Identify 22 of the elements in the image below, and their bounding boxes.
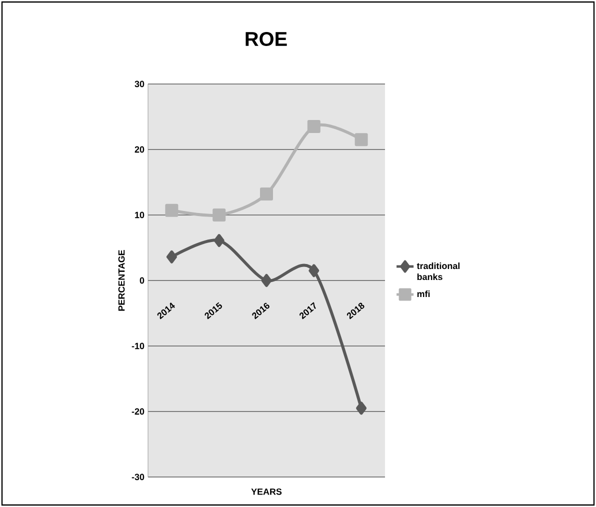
y-tick-label: -10 xyxy=(132,342,144,350)
y-tick-label: -30 xyxy=(132,474,144,480)
y-tick-label: 30 xyxy=(134,80,144,88)
x-axis-title: YEARS xyxy=(251,488,282,495)
point xyxy=(261,274,272,287)
y-tick-label: 20 xyxy=(134,146,144,153)
point xyxy=(354,133,368,146)
point xyxy=(166,250,177,264)
point xyxy=(165,204,178,217)
legend-label: traditional banks xyxy=(416,262,460,280)
y-axis-title: PERCENTAGE xyxy=(118,250,125,311)
legend-label: mfi xyxy=(417,290,430,297)
point xyxy=(212,208,226,222)
point xyxy=(307,120,320,134)
point xyxy=(308,264,320,278)
y-tick-label: -20 xyxy=(132,408,144,415)
y-tick-label: 10 xyxy=(135,212,144,218)
point xyxy=(356,402,367,415)
point xyxy=(260,188,274,201)
chart-title: ROE xyxy=(246,32,287,46)
y-tick-label: 0 xyxy=(140,277,144,284)
point xyxy=(214,234,224,248)
